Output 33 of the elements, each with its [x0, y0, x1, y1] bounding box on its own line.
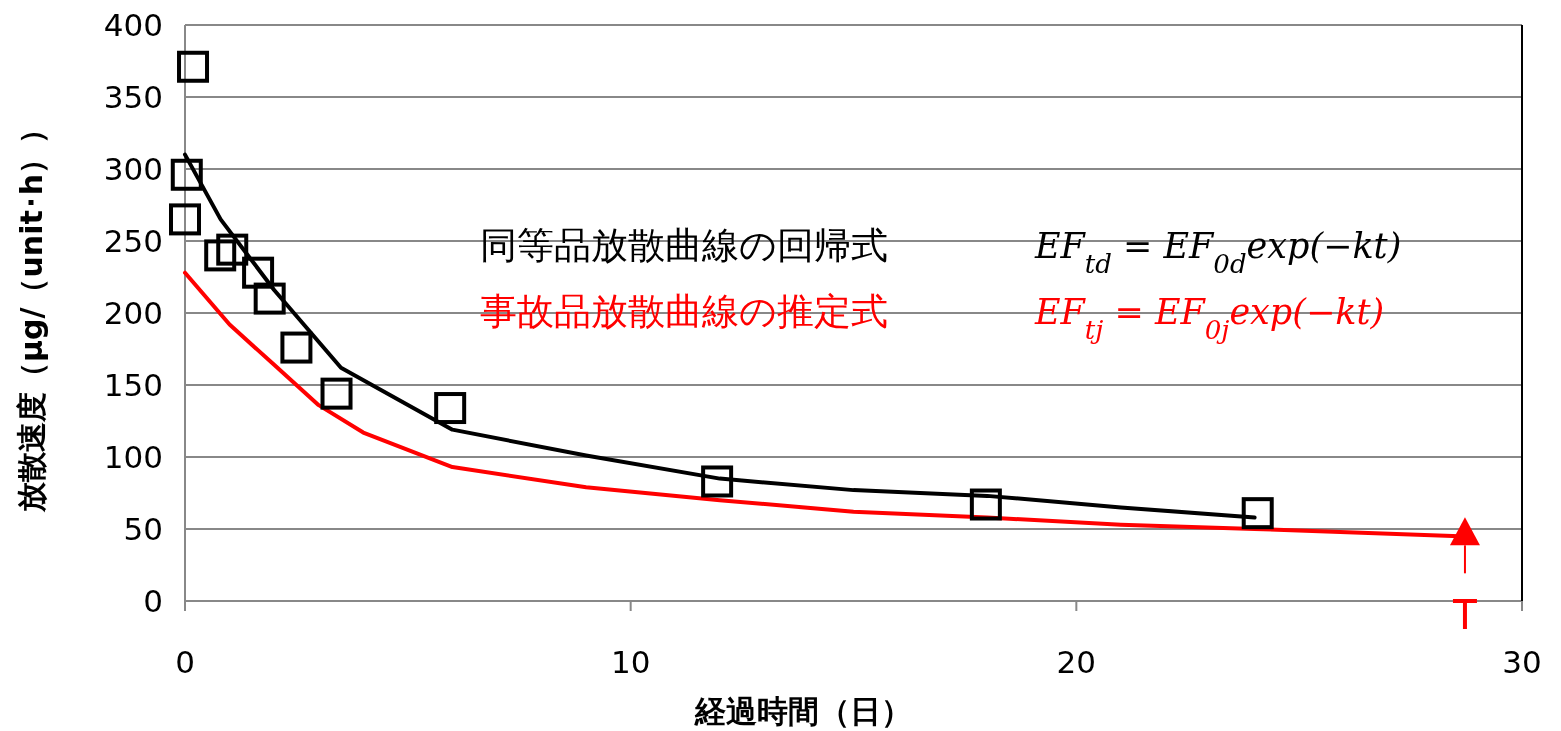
point: [204, 239, 237, 272]
point: [177, 50, 210, 83]
annotation: EF$_{tj}$ = EF$_{0j}$exp(−kt): [1034, 292, 1385, 345]
point: [280, 331, 313, 364]
y-tick-label: 350: [103, 79, 163, 115]
point: [320, 377, 353, 410]
x-tick-label: 0: [175, 644, 195, 680]
point: [434, 392, 467, 425]
point: [701, 465, 734, 498]
y-tick-label: 200: [103, 295, 163, 331]
y-tick-label: 100: [103, 439, 163, 475]
x-tick-label: 20: [1056, 644, 1097, 680]
x-axis-title: 経過時間（日）: [694, 693, 912, 729]
x-tick-label: 10: [610, 644, 651, 680]
text: 同等品放散曲線の回帰式: [480, 224, 888, 267]
y-tick-label: 400: [103, 7, 163, 43]
point: [242, 256, 275, 289]
point: [216, 233, 249, 266]
y-tick-label: 300: [103, 151, 163, 187]
annotation: EF$_{td}$ = EF$_{0d}$exp(−kt): [1034, 226, 1402, 279]
point: [169, 203, 201, 236]
y-axis-title: 放散速度（μg/（unit･h））: [14, 113, 49, 514]
y-tick-label: 0: [143, 583, 163, 619]
y-tick-label: 50: [123, 511, 163, 547]
text: 事故品放散曲線の推定式: [480, 290, 888, 333]
point: [253, 282, 286, 315]
y-tick-label: 150: [103, 367, 163, 403]
y-tick-label: 250: [103, 223, 163, 259]
point: [969, 488, 1002, 521]
point: [1241, 497, 1274, 530]
point: [170, 158, 203, 191]
point: [1449, 517, 1480, 546]
x-tick-label: 30: [1502, 644, 1542, 680]
